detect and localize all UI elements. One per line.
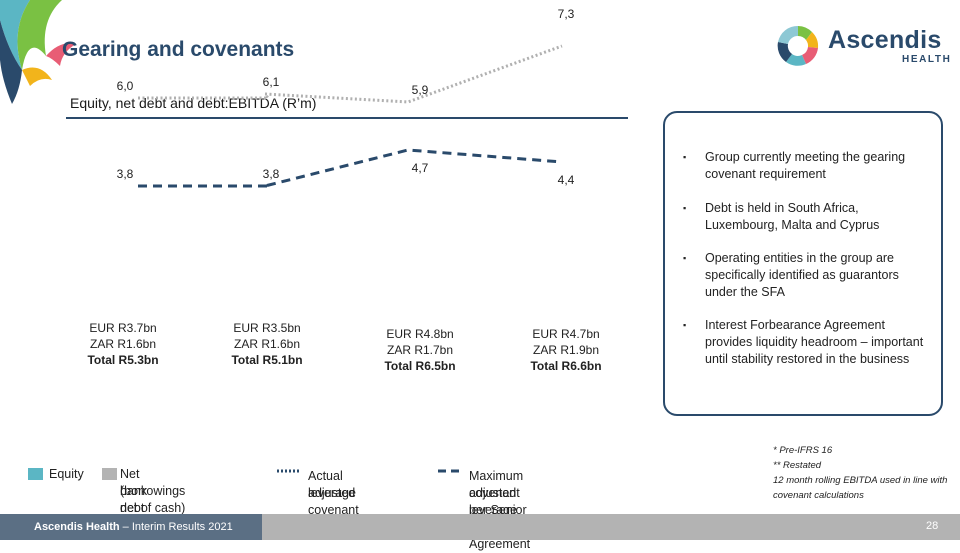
equity-swatch-icon [28, 468, 43, 480]
bullet-text: Operating entities in the group are spec… [705, 251, 899, 299]
subtitle-divider [66, 117, 628, 119]
period-4-eur: EUR R4.7bn [532, 327, 600, 341]
dotted-line-swatch-icon [277, 469, 301, 473]
page-number: 28 [926, 520, 939, 532]
period-1-debt-breakdown: EUR R3.7bn ZAR R1.6bn Total R5.3bn [58, 320, 188, 368]
max-leverage-data-label: 4,7 [412, 161, 429, 175]
footer-company: Ascendis Health [34, 521, 120, 533]
period-3-debt-breakdown: EUR R4.8bn ZAR R1.7bn Total R6.5bn [355, 326, 485, 374]
bullet-icon: ▪ [683, 152, 687, 162]
legend-max-label-1: Maximum adjusted leverage [469, 469, 524, 517]
footer-accent [0, 514, 262, 540]
period-1-zar: ZAR R1.6bn [89, 337, 157, 351]
footnote-1: * Pre-IFRS 16 [773, 445, 833, 456]
legend-equity-label: Equity [49, 467, 84, 481]
max-leverage-data-label: 4,4 [558, 173, 575, 187]
logo-wordmark: Ascendis [828, 26, 942, 54]
period-2-debt-breakdown: EUR R3.5bn ZAR R1.6bn Total R5.1bn [202, 320, 332, 368]
actual-leverage-data-label: 5,9 [412, 83, 429, 97]
key-points-panel: ▪ Group currently meeting the gearing co… [663, 111, 943, 416]
period-1-eur: EUR R3.7bn [89, 321, 157, 335]
actual-leverage-data-label: 6,1 [263, 75, 280, 89]
bullet-icon: ▪ [683, 320, 687, 330]
footer-report: – Interim Results 2021 [119, 521, 233, 533]
period-3-eur: EUR R4.8bn [386, 327, 454, 341]
footnote-2: ** Restated [773, 460, 822, 471]
period-4-zar: ZAR R1.9bn [532, 343, 600, 357]
logo-mark-icon [777, 25, 819, 66]
footnotes: * Pre-IFRS 16 ** Restated 12 month rolli… [773, 443, 958, 503]
footnote-3: 12 month rolling EBITDA used in line wit… [773, 475, 948, 501]
leverage-line-chart: 6,0 6,1 5,9 7,3 3,8 3,8 4,7 4,4 [117, 7, 575, 188]
bullet-text: Interest Forbearance Agreement provides … [705, 318, 924, 366]
bullet-icon: ▪ [683, 203, 687, 213]
company-logo: Ascendis HEALTH [776, 24, 950, 68]
period-2-eur: EUR R3.5bn [233, 321, 301, 335]
bullet-icon: ▪ [683, 253, 687, 263]
period-4-total: Total R6.6bn [530, 359, 602, 373]
period-3-total: Total R6.5bn [384, 359, 456, 373]
period-2-total: Total R5.1bn [231, 353, 303, 367]
period-4-debt-breakdown: EUR R4.7bn ZAR R1.9bn Total R6.6bn [501, 326, 631, 374]
actual-leverage-data-label: 6,0 [117, 79, 134, 93]
footer-caption: Ascendis Health – Interim Results 2021 [34, 521, 233, 533]
bullet-text: Debt is held in South Africa, Luxembourg… [705, 201, 880, 232]
legend-actual-label-2: leverage covenant [308, 486, 359, 517]
legend-net-debt-label-2: (borrowings net of cash) [120, 484, 186, 515]
legend-net-debt-label-1: Net bank debt [120, 467, 148, 515]
max-leverage-line [138, 148, 563, 188]
max-leverage-data-label: 3,8 [263, 167, 280, 181]
period-3-zar: ZAR R1.7bn [386, 343, 454, 357]
brand-swirl-graphic [0, 0, 76, 104]
actual-leverage-line [138, 44, 563, 104]
logo-subtext: HEALTH [902, 54, 952, 65]
page-title: Gearing and covenants [62, 38, 295, 61]
dashed-line-swatch-icon [438, 469, 462, 473]
max-leverage-data-label: 3,8 [117, 167, 134, 181]
period-2-zar: ZAR R1.6bn [233, 337, 301, 351]
net-debt-swatch-icon [102, 468, 117, 480]
chart-subtitle: Equity, net debt and debt:EBITDA (R’m) [70, 95, 317, 111]
actual-leverage-data-label: 7,3 [558, 7, 575, 21]
bullet-text: Group currently meeting the gearing cove… [705, 150, 906, 181]
period-1-total: Total R5.3bn [87, 353, 159, 367]
legend-actual-label-1: Actual adjusted [308, 469, 356, 500]
